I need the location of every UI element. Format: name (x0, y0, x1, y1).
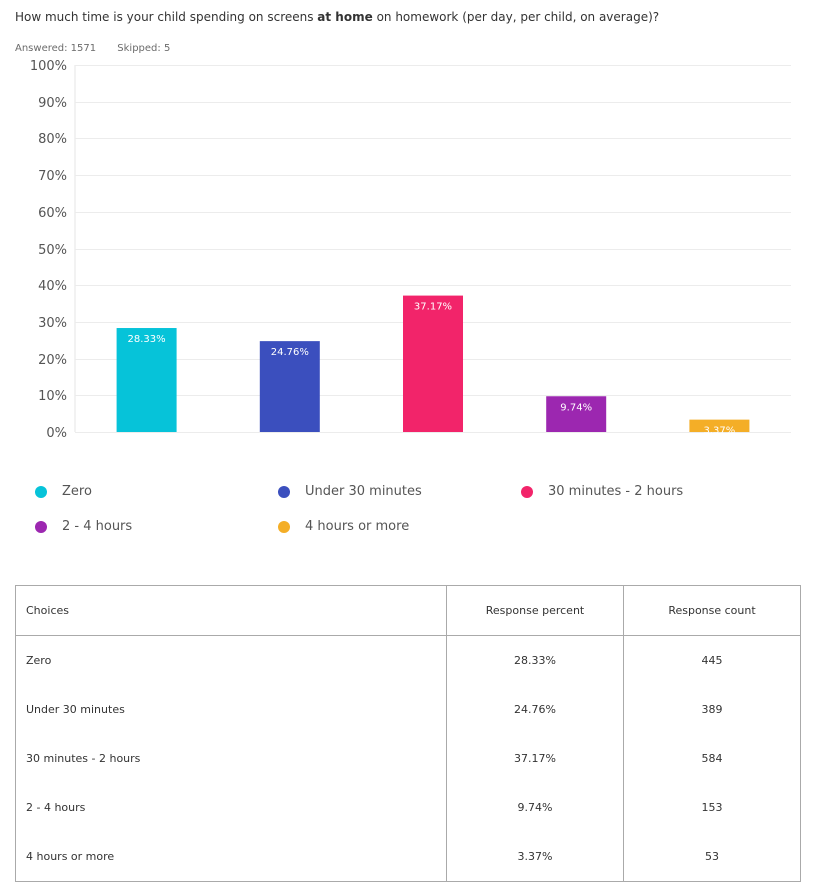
percent-cell: 3.37% (446, 832, 624, 882)
bar[interactable] (116, 328, 177, 432)
count-cell: 584 (623, 734, 801, 783)
legend-dot (35, 486, 47, 498)
count-cell: 445 (623, 635, 801, 685)
y-tick-label: 40% (38, 279, 67, 294)
percent-cell: 24.76% (446, 685, 624, 734)
legend-dot (521, 486, 533, 498)
header-choices: Choices (15, 585, 447, 636)
percent-cell: 28.33% (446, 635, 624, 685)
bar-value-label: 9.74% (560, 402, 592, 413)
response-stats: Answered: 1571 Skipped: 5 (15, 42, 188, 55)
choice-cell: 2 - 4 hours (15, 783, 447, 832)
choice-cell: 30 minutes - 2 hours (15, 734, 447, 783)
question-text-end: on homework (per day, per child, on aver… (372, 10, 660, 24)
legend-label: Under 30 minutes (305, 484, 422, 499)
choice-cell: Under 30 minutes (15, 685, 447, 734)
bar[interactable] (259, 341, 320, 432)
y-tick-label: 30% (38, 316, 67, 331)
legend-dot (35, 521, 47, 533)
choice-cell: 4 hours or more (15, 832, 447, 882)
table-row: Under 30 minutes 24.76% 389 (15, 685, 801, 734)
percent-cell: 37.17% (446, 734, 624, 783)
legend-dot (278, 486, 290, 498)
bar[interactable] (546, 396, 607, 432)
question-text: How much time is your child spending on … (15, 9, 805, 25)
count-cell: 53 (623, 832, 801, 882)
choice-cell: Zero (15, 635, 447, 685)
table-row: 30 minutes - 2 hours 37.17% 584 (15, 734, 801, 783)
bar[interactable] (403, 295, 463, 432)
legend-label: Zero (62, 484, 92, 499)
bar[interactable] (689, 419, 750, 432)
results-table: Choices Response percent Response count … (15, 585, 801, 882)
header-response-count: Response count (623, 585, 801, 636)
y-tick-label: 20% (38, 353, 67, 368)
y-tick-label: 0% (46, 426, 67, 441)
y-tick-label: 100% (30, 59, 67, 74)
bar-value-label: 24.76% (271, 347, 309, 358)
y-tick-label: 90% (38, 96, 67, 111)
legend-label: 30 minutes - 2 hours (548, 484, 684, 499)
bar-value-label: 28.33% (128, 334, 166, 345)
percent-cell: 9.74% (446, 783, 624, 832)
skipped-count: Skipped: 5 (117, 43, 171, 54)
legend-dot (278, 521, 290, 533)
header-response-percent: Response percent (446, 585, 624, 636)
count-cell: 389 (623, 685, 801, 734)
question-text-start: How much time is your child spending on … (15, 10, 318, 24)
table-row: Zero 28.33% 445 (15, 635, 801, 685)
legend-label: 2 - 4 hours (62, 519, 133, 534)
bar-value-label: 3.37% (704, 426, 736, 437)
question-text-emphasis: at home (317, 10, 373, 24)
y-tick-label: 60% (38, 206, 67, 221)
bar-value-label: 37.17% (414, 302, 452, 313)
bar-chart: 0% 10% 20% 30% 40% 50% 60% 70% 80% 90% 100% 28.33% 2… (30, 59, 791, 441)
legend-label: 4 hours or more (305, 519, 410, 534)
table-header-row: Choices Response percent Response count (15, 585, 801, 636)
y-tick-label: 70% (38, 169, 67, 184)
answered-count: Answered: 1571 (15, 43, 97, 54)
chart-legend: Zero Under 30 minutes 30 minutes - 2 hou… (35, 480, 795, 550)
table-row: 4 hours or more 3.37% 53 (15, 832, 801, 882)
y-tick-label: 10% (38, 389, 67, 404)
y-tick-label: 80% (38, 132, 67, 147)
y-tick-label: 50% (38, 243, 67, 258)
count-cell: 153 (623, 783, 801, 832)
table-row: 2 - 4 hours 9.74% 153 (15, 783, 801, 832)
